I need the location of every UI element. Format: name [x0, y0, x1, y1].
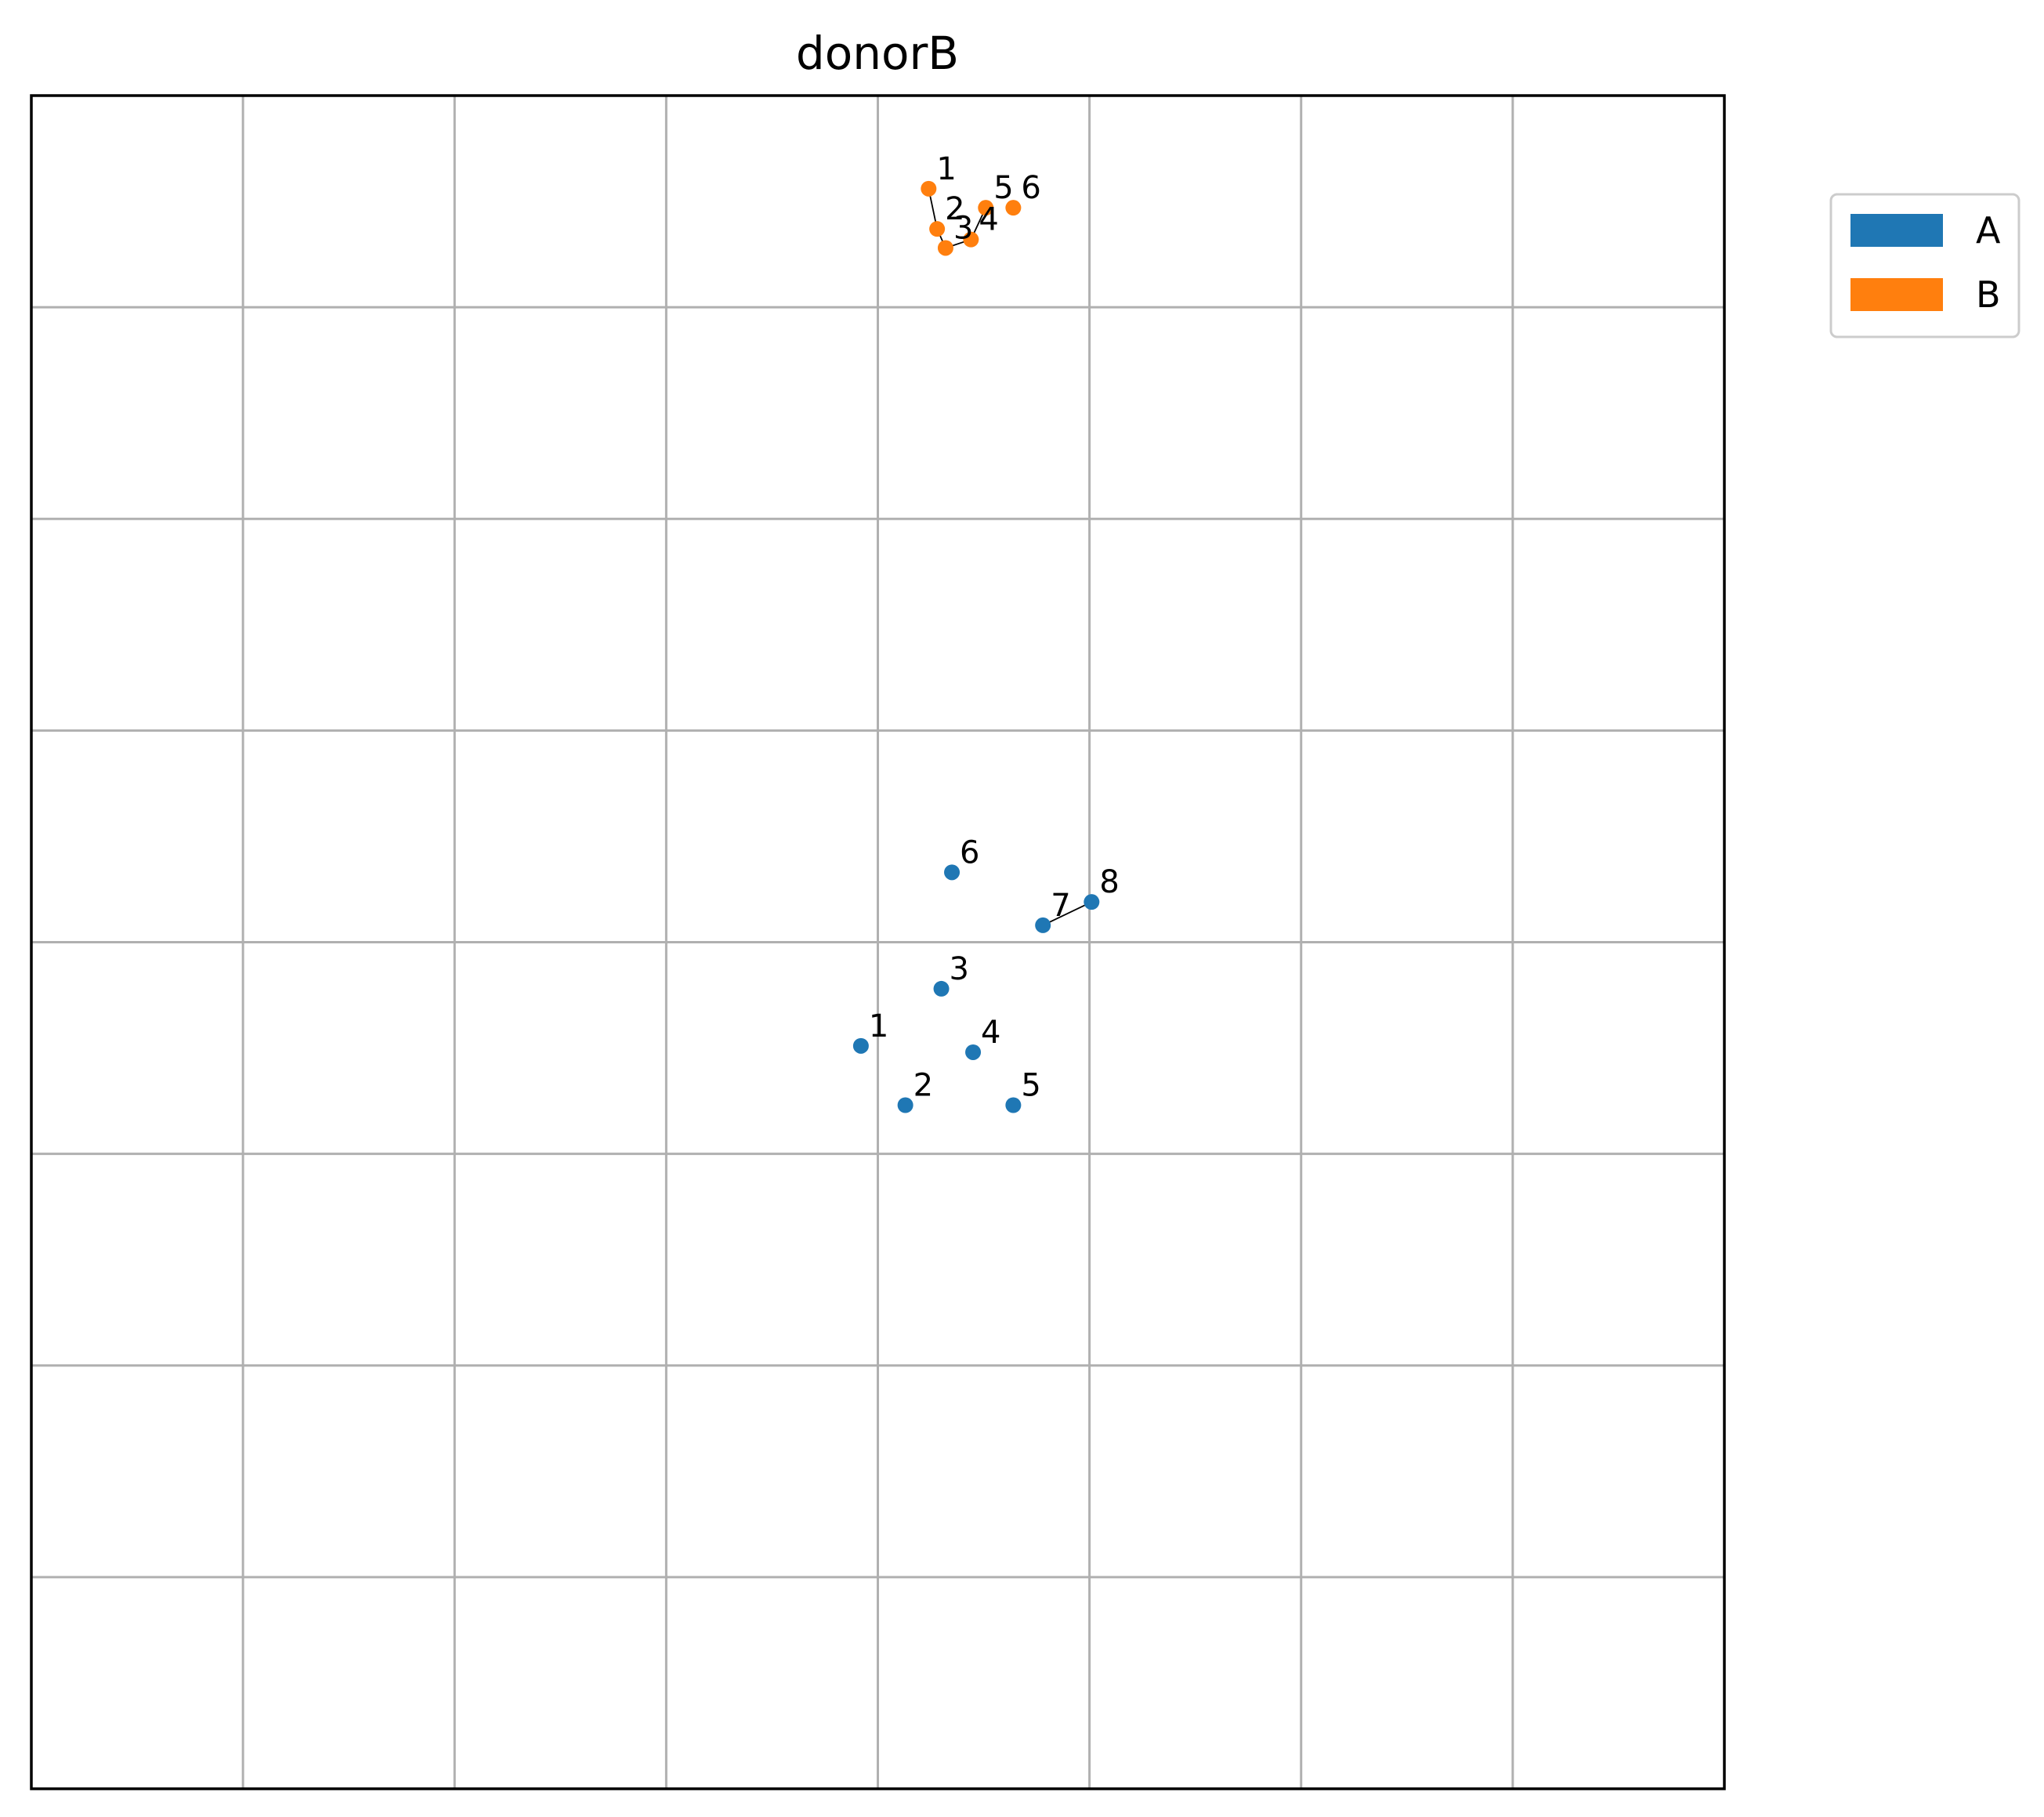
- series-A-point-3: [933, 980, 950, 997]
- series-A-point-7: [1035, 917, 1051, 933]
- legend-swatch-A: [1850, 214, 1943, 247]
- series-A-point-label-1: 1: [869, 1008, 888, 1044]
- plot-frame: [30, 94, 1726, 1790]
- series-B-point-label-1: 1: [936, 151, 956, 187]
- legend-label-A: A: [1976, 209, 2001, 252]
- series-A-point-1: [852, 1037, 869, 1054]
- series-A-point-6: [944, 864, 960, 881]
- series-A-point-label-4: 4: [981, 1015, 1000, 1051]
- series-A-point-label-6: 6: [960, 834, 979, 870]
- series-A-point-label-7: 7: [1051, 888, 1070, 924]
- series-B-point-6: [1005, 200, 1022, 216]
- series-B-point-label-2: 2: [945, 191, 964, 227]
- chart-title: donorB: [796, 27, 959, 80]
- series-A-point-label-8: 8: [1099, 864, 1119, 900]
- connectors: [928, 188, 1092, 926]
- series-A-connector: [1042, 901, 1092, 926]
- series-A-point-2: [897, 1097, 913, 1113]
- series-B-point-3: [937, 240, 953, 256]
- legend: AB: [1829, 193, 2020, 338]
- series-B-point-label-6: 6: [1021, 170, 1040, 206]
- grid: [31, 96, 1724, 1789]
- points: [852, 180, 1100, 1113]
- series-A-point-label-3: 3: [950, 951, 969, 987]
- series-B-point-5: [978, 200, 994, 216]
- series-A-point-label-5: 5: [1021, 1067, 1040, 1103]
- legend-swatch-B: [1850, 278, 1943, 311]
- series-B-point-1: [921, 180, 937, 197]
- series-A-point-4: [965, 1044, 982, 1060]
- series-A-point-8: [1084, 894, 1100, 910]
- series-B-point-label-4: 4: [979, 202, 998, 238]
- legend-label-B: B: [1976, 273, 2001, 316]
- series-A-point-label-2: 2: [913, 1067, 933, 1103]
- series-B-point-label-5: 5: [993, 170, 1013, 206]
- series-A-point-5: [1005, 1097, 1022, 1113]
- series-B-point-2: [929, 221, 946, 237]
- series-B-point-label-3: 3: [953, 210, 973, 246]
- series-B-point-4: [963, 231, 979, 248]
